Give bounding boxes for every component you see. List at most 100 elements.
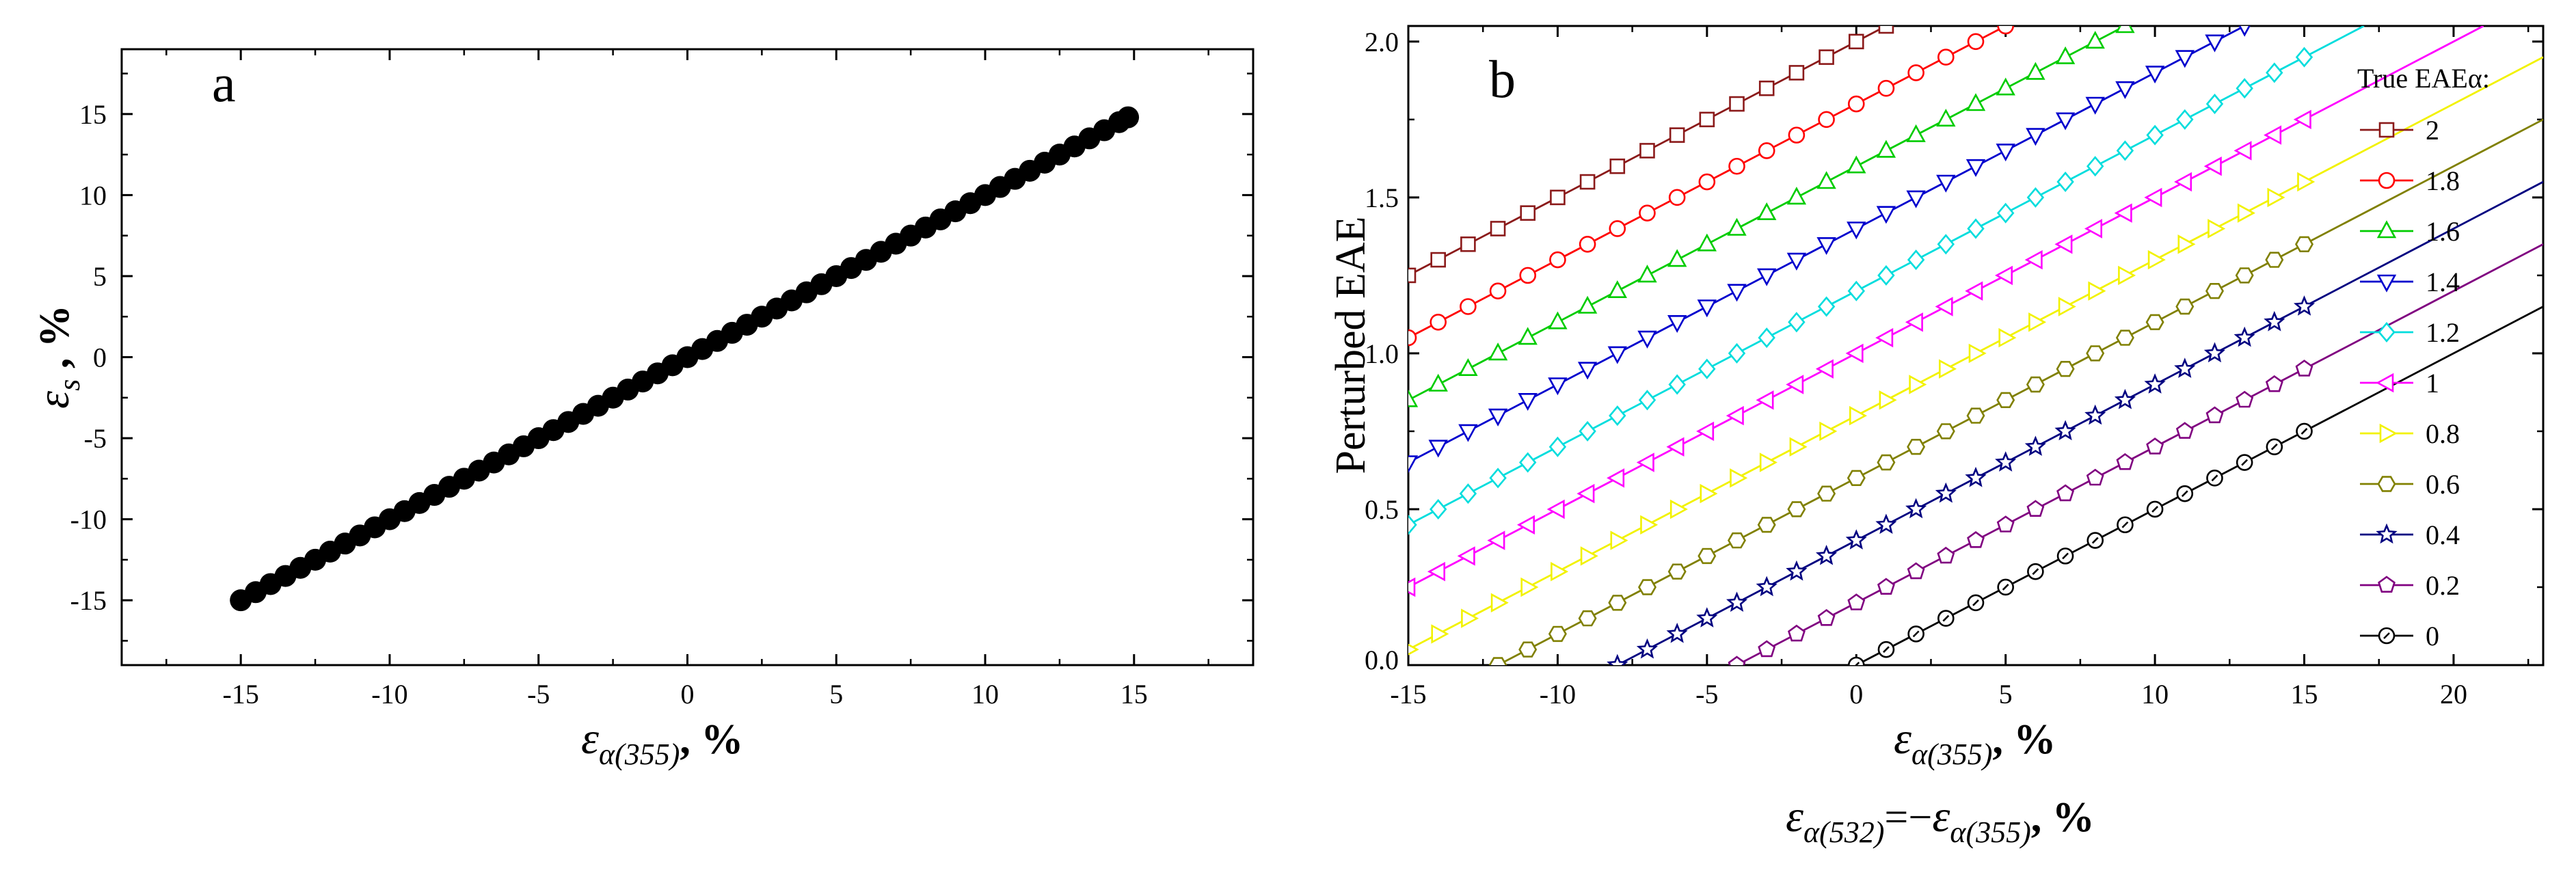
series-marker	[1727, 532, 1747, 549]
series-marker-dot	[2270, 443, 2278, 450]
series-marker	[2114, 388, 2136, 409]
series-marker	[1936, 174, 1956, 193]
series-marker	[1817, 296, 1836, 317]
series-marker	[1490, 593, 1509, 612]
series-marker	[1520, 205, 1536, 221]
series-marker	[1609, 405, 1626, 427]
a-x-tick-label: 5	[829, 679, 843, 710]
series-marker	[1546, 499, 1565, 520]
series-marker	[1729, 96, 1745, 112]
series-marker	[2175, 422, 2194, 439]
series-marker	[2174, 172, 2192, 192]
series-marker	[1876, 139, 1896, 158]
series-marker	[2238, 26, 2251, 37]
series-marker	[2203, 342, 2226, 363]
series-marker	[1996, 515, 2015, 532]
series-marker-dot	[2091, 537, 2099, 544]
series-marker	[1756, 390, 1774, 410]
series-marker	[1489, 282, 1507, 299]
series-marker	[2086, 468, 2104, 486]
legend-label: 1.8	[2426, 165, 2460, 196]
series-marker	[1906, 124, 1926, 142]
a-x-tick-label: 10	[971, 679, 999, 710]
series-marker	[1845, 343, 1864, 364]
series-0-2	[1728, 243, 2543, 665]
series-marker	[1700, 483, 1718, 504]
a-y-tick-label: -10	[70, 504, 107, 535]
series-marker	[1637, 265, 1657, 283]
series-marker	[1786, 187, 1807, 205]
series-line	[1736, 243, 2543, 665]
a-x-tick-label: -10	[371, 679, 407, 710]
legend-label: 0.2	[2426, 570, 2460, 601]
series-marker	[1428, 440, 1448, 458]
series-marker	[1580, 546, 1598, 566]
series-marker	[1786, 560, 1808, 581]
series-marker	[1995, 451, 2017, 472]
series-marker	[2145, 314, 2164, 331]
series-marker	[1727, 284, 1747, 302]
series-marker	[1698, 358, 1716, 379]
series-marker	[1875, 513, 1897, 535]
series-marker	[2144, 187, 2162, 208]
series-marker	[2116, 453, 2134, 470]
series-marker	[2028, 312, 2047, 332]
b-x-tick-label: -5	[1695, 679, 1718, 710]
panel-a-y-axis-title: εs , %	[29, 305, 86, 409]
series-marker	[1609, 158, 1626, 174]
series-marker	[1997, 26, 2014, 35]
series-marker	[2144, 373, 2166, 394]
series-marker	[1905, 312, 1923, 332]
panel-b-series	[1408, 26, 2543, 665]
series-marker	[1788, 65, 1805, 81]
series-marker	[2026, 376, 2045, 393]
series-marker	[1607, 280, 1627, 299]
series-marker	[2058, 297, 2076, 316]
series-marker	[1996, 77, 2015, 96]
series-marker-dot	[2300, 428, 2308, 435]
panel-b-ticks: -15 -10 -5 0 5 10 15 200.00.51.01.52.0	[1365, 26, 2543, 710]
series-marker	[1408, 643, 1419, 656]
a-y-tick-label: -15	[70, 585, 107, 616]
series-marker	[1845, 529, 1867, 550]
series-marker	[1518, 327, 1538, 345]
series-marker	[1607, 346, 1627, 364]
series-marker	[1489, 468, 1507, 489]
series-marker	[2233, 141, 2252, 161]
a-y-tick-label: 15	[79, 99, 107, 130]
series-marker	[1905, 498, 1927, 519]
series-marker	[1937, 49, 1955, 66]
series-marker	[2174, 357, 2196, 378]
legend-marker	[2378, 576, 2396, 593]
series-marker	[1579, 174, 1596, 190]
series-marker	[1548, 625, 1567, 643]
series-marker	[2266, 62, 2283, 83]
series-marker	[1879, 390, 1897, 410]
series-marker	[1847, 280, 1866, 301]
a-y-tick-label: 10	[79, 180, 107, 211]
a-x-tick-label: -5	[527, 679, 550, 710]
series-marker	[1787, 501, 1806, 517]
series-marker	[1408, 577, 1416, 597]
series-marker	[1609, 220, 1626, 237]
series-marker	[2293, 109, 2311, 129]
series-marker	[1637, 579, 1657, 595]
series-marker	[2054, 234, 2073, 254]
series-marker	[1789, 437, 1808, 457]
series-marker	[2084, 219, 2102, 239]
panel-b-legend: True EAEα: 2 1.8 1.6 1.4 1.2 1 0.8 0.6 0.4 0.2 0	[2357, 63, 2490, 651]
series-marker	[1730, 468, 1748, 488]
panel-b: -15 -10 -5 0 5 10 15 200.00.51.01.52.0 b True E…	[1328, 25, 2545, 849]
series-marker	[1816, 237, 1836, 256]
series-marker	[2237, 203, 2255, 223]
series-marker	[1460, 298, 1477, 315]
series-marker	[1817, 485, 1836, 502]
panel-b-secondary-x-axis-title: εα(532)=−εα(355), %	[1786, 792, 2095, 849]
series-marker	[1965, 466, 1987, 487]
series-marker	[2295, 46, 2313, 68]
series-marker	[1937, 546, 1955, 564]
series-marker	[1876, 206, 1896, 224]
series-1	[1408, 26, 2484, 597]
series-marker-dot	[2032, 568, 2039, 576]
b-x-tick-label: 15	[2291, 679, 2318, 710]
